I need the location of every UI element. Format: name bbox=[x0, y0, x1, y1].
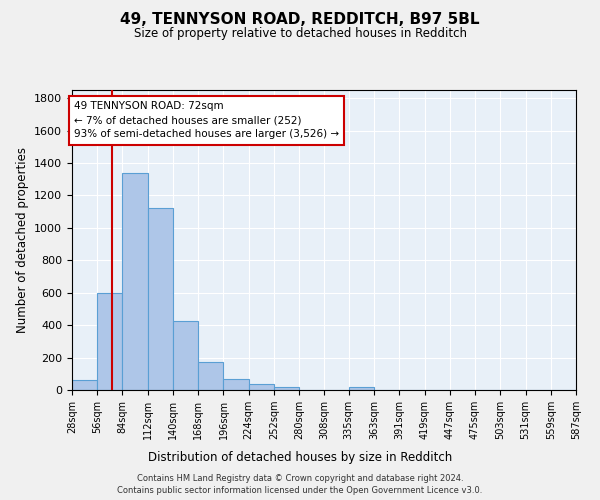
Bar bbox=[148, 208, 173, 390]
Bar bbox=[274, 387, 299, 390]
Text: 49 TENNYSON ROAD: 72sqm
← 7% of detached houses are smaller (252)
93% of semi-de: 49 TENNYSON ROAD: 72sqm ← 7% of detached… bbox=[74, 102, 339, 140]
Bar bbox=[349, 387, 374, 390]
Text: 49, TENNYSON ROAD, REDDITCH, B97 5BL: 49, TENNYSON ROAD, REDDITCH, B97 5BL bbox=[120, 12, 480, 28]
Bar bbox=[198, 362, 223, 390]
Y-axis label: Number of detached properties: Number of detached properties bbox=[16, 147, 29, 333]
Bar bbox=[249, 384, 274, 390]
Bar bbox=[223, 380, 249, 390]
Text: Size of property relative to detached houses in Redditch: Size of property relative to detached ho… bbox=[133, 28, 467, 40]
Bar bbox=[122, 172, 148, 390]
Bar bbox=[97, 292, 122, 390]
Text: Distribution of detached houses by size in Redditch: Distribution of detached houses by size … bbox=[148, 451, 452, 464]
Text: Contains HM Land Registry data © Crown copyright and database right 2024.
Contai: Contains HM Land Registry data © Crown c… bbox=[118, 474, 482, 495]
Bar bbox=[72, 380, 97, 390]
Bar bbox=[173, 321, 198, 390]
